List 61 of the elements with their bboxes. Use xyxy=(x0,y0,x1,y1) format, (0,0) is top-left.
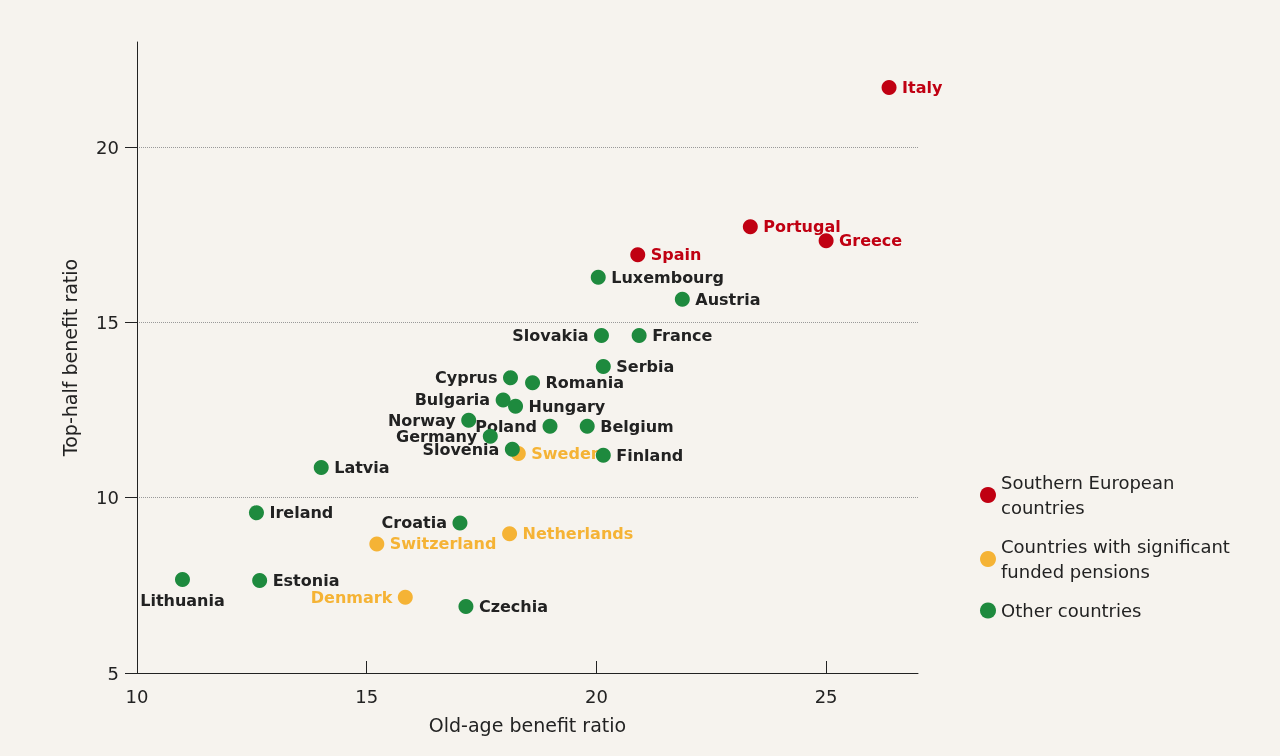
point xyxy=(590,269,606,285)
x-tick-label: 15 xyxy=(355,685,379,707)
point xyxy=(495,392,511,408)
annotation: Estonia xyxy=(272,570,340,590)
point xyxy=(175,571,190,587)
point xyxy=(630,247,646,263)
point xyxy=(674,291,690,307)
annotation: Switzerland xyxy=(389,534,497,554)
point xyxy=(881,80,897,96)
annotation: Hungary xyxy=(528,396,606,416)
legend-label: Countries with significant funded pensions xyxy=(1001,536,1236,582)
annotation: Slovakia xyxy=(512,325,589,345)
point xyxy=(452,515,468,531)
annotation: Spain xyxy=(650,245,702,265)
annotation: Lithuania xyxy=(140,590,225,610)
annotation: Norway xyxy=(387,410,457,430)
point xyxy=(579,418,595,434)
annotation: Ireland xyxy=(269,503,334,523)
point xyxy=(502,526,518,542)
point xyxy=(504,441,520,457)
annotation: Finland xyxy=(616,445,684,465)
legend-label: Southern European countries xyxy=(1001,472,1181,518)
annotation: Bulgaria xyxy=(414,390,491,410)
point xyxy=(458,598,474,614)
x-tick-label: 25 xyxy=(814,685,838,707)
point xyxy=(252,572,268,588)
x-tick-label: 20 xyxy=(584,685,608,707)
point xyxy=(503,370,518,386)
point xyxy=(593,327,609,343)
annotation: Italy xyxy=(902,78,943,98)
point xyxy=(397,589,413,605)
y-tick-label: 15 xyxy=(96,311,119,333)
point xyxy=(742,219,758,235)
y-axis-title: Top-half benefit ratio xyxy=(58,258,81,458)
annotation: Czechia xyxy=(478,596,548,616)
point xyxy=(313,460,329,476)
annotation: Luxembourg xyxy=(611,267,724,287)
annotation: Austria xyxy=(695,289,761,309)
legend-label: Other countries xyxy=(1001,600,1142,621)
x-axis-title: Old-age benefit ratio xyxy=(428,713,627,736)
annotation: France xyxy=(652,325,713,345)
annotation: Cyprus xyxy=(435,368,498,388)
point xyxy=(369,536,385,552)
annotation: Portugal xyxy=(763,217,841,237)
point xyxy=(508,398,524,414)
annotation: Denmark xyxy=(310,587,393,607)
point xyxy=(631,327,647,343)
annotation: Greece xyxy=(839,231,903,251)
annotation: Latvia xyxy=(334,458,390,478)
annotation: Croatia xyxy=(381,513,447,533)
annotation: Netherlands xyxy=(522,524,634,544)
point xyxy=(525,375,541,391)
y-tick-label: 5 xyxy=(107,662,119,684)
point xyxy=(542,418,558,434)
y-tick-label: 20 xyxy=(96,136,119,158)
point xyxy=(461,412,477,428)
point xyxy=(595,359,611,375)
annotation: Belgium xyxy=(600,416,674,436)
y-tick-label: 10 xyxy=(96,487,119,509)
x-tick-label: 10 xyxy=(125,685,149,707)
point xyxy=(248,505,264,521)
